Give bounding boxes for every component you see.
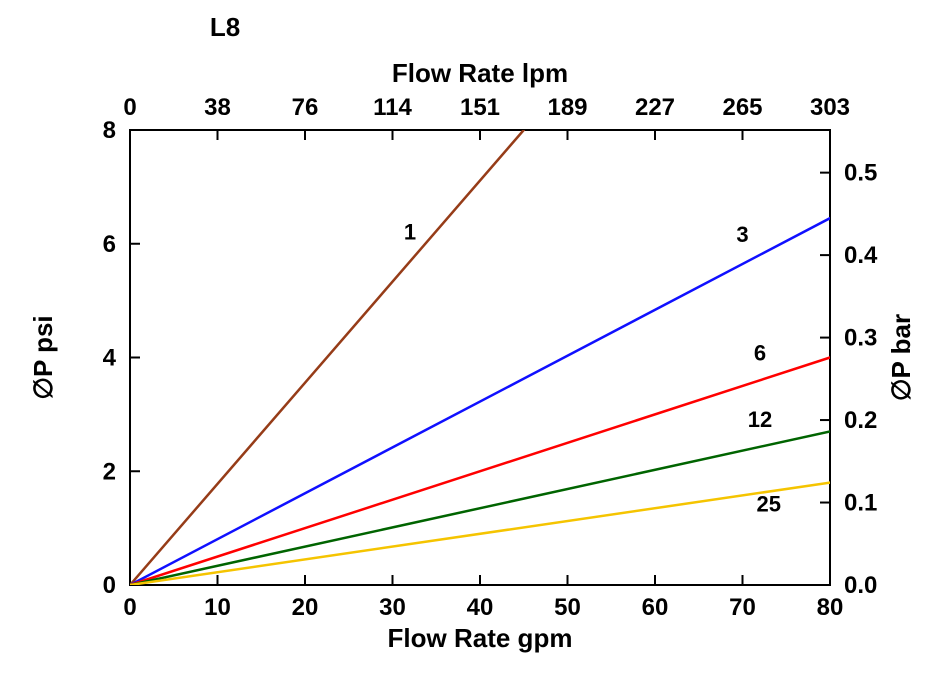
y-right-tick-label: 0.2 — [844, 407, 877, 434]
y-left-tick-label: 6 — [103, 231, 116, 258]
series-label-1: 1 — [404, 219, 416, 244]
x-top-tick-label: 151 — [460, 94, 500, 121]
x-bottom-tick-label: 80 — [817, 594, 844, 621]
y-right-tick-label: 0.3 — [844, 325, 877, 352]
series-label-12: 12 — [748, 407, 772, 432]
y-right-axis-label: ∅P bar — [886, 314, 916, 401]
y-right-tick-label: 0.5 — [844, 160, 877, 187]
y-left-axis-label: ∅P psi — [28, 315, 58, 399]
chart-container: L801020304050607080Flow Rate gpm03876114… — [0, 0, 934, 700]
y-right-tick-label: 0.4 — [844, 242, 878, 269]
x-top-tick-label: 303 — [810, 94, 850, 121]
y-left-tick-label: 0 — [103, 572, 116, 599]
y-right-tick-label: 0.0 — [844, 572, 877, 599]
x-bottom-tick-label: 30 — [379, 594, 406, 621]
y-left-tick-label: 4 — [103, 345, 117, 372]
x-bottom-axis-label: Flow Rate gpm — [388, 623, 573, 653]
x-bottom-tick-label: 70 — [729, 594, 756, 621]
y-right-tick-label: 0.1 — [844, 490, 877, 517]
x-bottom-tick-label: 20 — [292, 594, 319, 621]
x-bottom-tick-label: 10 — [204, 594, 231, 621]
x-bottom-tick-label: 60 — [642, 594, 669, 621]
x-top-axis-label: Flow Rate lpm — [392, 58, 568, 88]
x-top-tick-label: 76 — [292, 94, 319, 121]
y-left-tick-label: 2 — [103, 458, 116, 485]
chart-svg: L801020304050607080Flow Rate gpm03876114… — [0, 0, 934, 700]
series-label-25: 25 — [757, 492, 781, 517]
x-bottom-tick-label: 40 — [467, 594, 494, 621]
x-top-tick-label: 265 — [722, 94, 762, 121]
x-top-tick-label: 227 — [635, 94, 675, 121]
chart-title: L8 — [210, 12, 240, 42]
x-top-tick-label: 114 — [373, 94, 412, 121]
x-top-tick-label: 0 — [123, 94, 136, 121]
x-bottom-tick-label: 0 — [123, 594, 136, 621]
y-left-tick-label: 8 — [103, 117, 116, 144]
series-label-3: 3 — [736, 222, 748, 247]
series-label-6: 6 — [754, 340, 766, 365]
x-bottom-tick-label: 50 — [554, 594, 581, 621]
x-top-tick-label: 189 — [547, 94, 587, 121]
x-top-tick-label: 38 — [204, 94, 231, 121]
